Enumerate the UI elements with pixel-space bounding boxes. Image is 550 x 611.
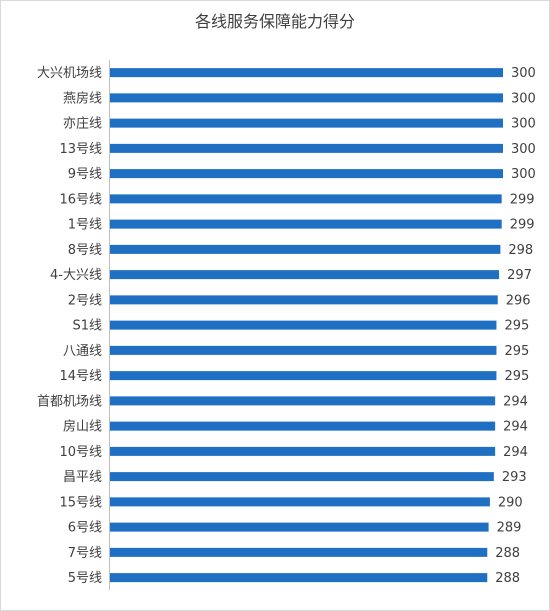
category-label: 亦庄线 bbox=[63, 116, 102, 132]
category-label: 14号线 bbox=[59, 369, 102, 384]
bar bbox=[110, 446, 496, 456]
category-label: 1号线 bbox=[68, 218, 102, 233]
category-label: S1线 bbox=[72, 319, 102, 334]
bar bbox=[110, 472, 494, 482]
value-label: 297 bbox=[507, 268, 532, 283]
bar bbox=[110, 547, 488, 557]
category-label: 4-大兴线 bbox=[50, 268, 102, 283]
category-label: 房山线 bbox=[63, 419, 102, 435]
bar bbox=[110, 93, 503, 103]
bar bbox=[110, 421, 496, 431]
bar bbox=[110, 320, 497, 330]
bar bbox=[110, 143, 503, 153]
category-label: 八通线 bbox=[63, 344, 102, 359]
category-label: 首都机场线 bbox=[37, 394, 102, 409]
bar bbox=[110, 345, 497, 355]
value-label: 300 bbox=[511, 91, 536, 106]
value-label: 300 bbox=[511, 142, 536, 157]
category-label: 大兴机场线 bbox=[37, 66, 102, 81]
value-label: 299 bbox=[510, 192, 535, 207]
value-label: 300 bbox=[511, 117, 536, 132]
value-label: 296 bbox=[506, 293, 531, 308]
value-label: 294 bbox=[503, 420, 528, 435]
bar bbox=[110, 219, 502, 229]
category-label: 10号线 bbox=[59, 445, 102, 460]
category-label: 2号线 bbox=[68, 293, 102, 308]
value-label: 290 bbox=[498, 495, 523, 510]
bar bbox=[110, 244, 501, 254]
bar bbox=[110, 118, 503, 128]
bar bbox=[110, 169, 503, 179]
category-label: 13号线 bbox=[59, 142, 102, 157]
bar bbox=[110, 522, 489, 532]
bar bbox=[110, 270, 500, 280]
category-label: 8号线 bbox=[68, 243, 102, 258]
chart-title: 各线服务保障能力得分 bbox=[195, 12, 355, 31]
value-label: 295 bbox=[504, 319, 529, 334]
category-label: 7号线 bbox=[68, 546, 102, 561]
bar bbox=[110, 573, 488, 583]
bar bbox=[110, 194, 502, 204]
category-label: 6号线 bbox=[68, 521, 102, 536]
category-label: 燕房线 bbox=[63, 90, 102, 106]
value-label: 295 bbox=[504, 344, 529, 359]
value-label: 294 bbox=[503, 445, 528, 460]
value-label: 288 bbox=[495, 546, 520, 561]
value-label: 288 bbox=[495, 571, 520, 586]
bar bbox=[110, 497, 490, 507]
bars-group: 大兴机场线 300 燕房线 300 亦庄线 300 13号线 300 9号线 300 16号线 299… bbox=[37, 66, 536, 586]
bar bbox=[110, 68, 503, 78]
category-label: 5号线 bbox=[68, 571, 102, 586]
value-label: 289 bbox=[497, 521, 522, 536]
category-label: 昌平线 bbox=[63, 470, 102, 485]
value-label: 294 bbox=[503, 394, 528, 409]
bar bbox=[110, 396, 496, 406]
value-label: 295 bbox=[504, 369, 529, 384]
value-label: 300 bbox=[511, 167, 536, 182]
category-label: 15号线 bbox=[59, 495, 102, 510]
value-label: 298 bbox=[508, 243, 533, 258]
category-label: 16号线 bbox=[59, 192, 102, 207]
category-label: 9号线 bbox=[68, 167, 102, 182]
value-label: 293 bbox=[502, 470, 527, 485]
value-label: 299 bbox=[510, 218, 535, 233]
value-label: 300 bbox=[511, 66, 536, 81]
bar bbox=[110, 371, 497, 381]
bar bbox=[110, 295, 498, 305]
